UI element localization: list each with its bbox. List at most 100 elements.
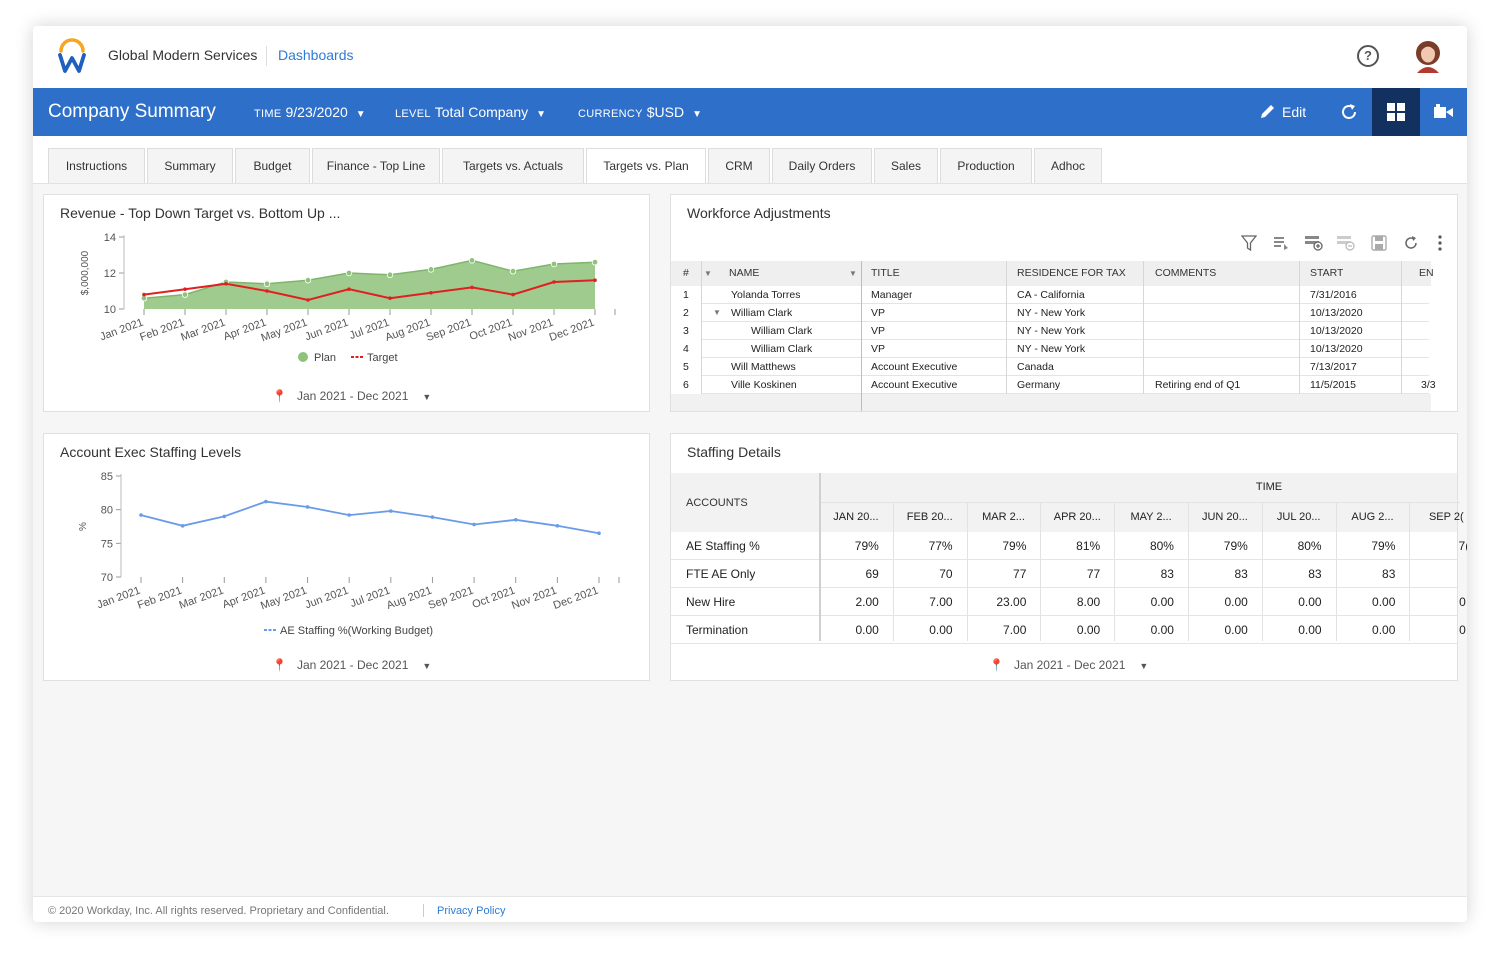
- column-header-month[interactable]: SEP 2(: [1428, 511, 1464, 523]
- staffing-details-title: Staffing Details: [687, 444, 781, 460]
- column-header-name[interactable]: NAME: [729, 267, 760, 279]
- column-header-month[interactable]: AUG 2...: [1351, 511, 1394, 523]
- x-tick-label: Apr 2021: [221, 585, 267, 612]
- currency-filter[interactable]: CURRENCY $USD ▼: [578, 104, 702, 120]
- column-header-month[interactable]: MAR 2...: [982, 511, 1025, 523]
- x-tick-label: Jun 2021: [303, 317, 350, 344]
- series-target-point: [224, 282, 228, 286]
- staffing-details-range-selector[interactable]: 📍 Jan 2021 - Dec 2021 ▼: [989, 658, 1148, 672]
- x-tick-label: Oct 2021: [468, 317, 514, 344]
- cell-title: VP: [871, 307, 886, 319]
- column-divider: [1261, 503, 1263, 641]
- series-ae-staffing-working-budget-point: [513, 517, 518, 522]
- column-divider: [1006, 261, 1007, 394]
- tab-targets-vs-actuals[interactable]: Targets vs. Actuals: [442, 148, 584, 183]
- grid-scroll-track[interactable]: [671, 394, 1431, 411]
- tab-finance-top-line[interactable]: Finance - Top Line: [312, 148, 440, 183]
- cell-value: 0.00: [1224, 595, 1248, 609]
- series-plan-point: [345, 269, 353, 277]
- app-window: Global Modern Services Dashboards ? Comp…: [33, 26, 1467, 922]
- staffing-levels-range-selector[interactable]: 📍 Jan 2021 - Dec 2021 ▼: [272, 658, 431, 672]
- x-tick-label: Jul 2021: [349, 585, 392, 611]
- tab-targets-vs-plan[interactable]: Targets vs. Plan: [586, 148, 706, 184]
- cell-value: 79%: [854, 539, 879, 553]
- column-header-month[interactable]: JUN 20...: [1201, 511, 1248, 523]
- table-row: Termination 0.00 0.00 7.00 0.00 0.00 0.00 0.00 0…: [671, 616, 1467, 644]
- series-target-point: [470, 285, 474, 290]
- column-header-month[interactable]: APR 20...: [1053, 511, 1101, 523]
- series-ae-staffing-working-budget-point: [180, 524, 185, 528]
- dashboard-header: Company Summary TIME 9/23/2020 ▼ LEVEL Tota…: [33, 88, 1467, 136]
- column-header-month[interactable]: JAN 20...: [833, 511, 879, 523]
- edit-label: Edit: [1282, 104, 1307, 120]
- column-header-month[interactable]: JUL 20...: [1276, 511, 1321, 523]
- tab-budget[interactable]: Budget: [235, 148, 310, 183]
- series-target-point: [388, 296, 392, 300]
- series-ae-staffing-working-budget-point: [305, 505, 310, 509]
- refresh-icon[interactable]: [1403, 235, 1419, 251]
- series-ae-staffing-working-budget-point: [555, 524, 560, 528]
- column-header-en[interactable]: EN: [1419, 267, 1434, 279]
- caret-down-icon: ▼: [1139, 661, 1149, 671]
- grid-view-button[interactable]: [1372, 88, 1420, 136]
- chevron-down-icon[interactable]: ▼: [713, 308, 721, 317]
- column-divider: [1114, 503, 1116, 641]
- time-filter[interactable]: TIME 9/23/2020 ▼: [254, 104, 366, 120]
- column-divider: [1299, 261, 1300, 394]
- tab-instructions[interactable]: Instructions: [48, 148, 145, 183]
- tab-production[interactable]: Production: [940, 148, 1032, 183]
- privacy-policy-link[interactable]: Privacy Policy: [437, 905, 506, 917]
- series-ae-staffing-working-budget-point: [472, 522, 476, 527]
- x-tick-label: Aug 2021: [384, 317, 432, 344]
- more-options-icon[interactable]: [1437, 235, 1443, 251]
- table-row[interactable]: 1 Yolanda Torres Manager CA - California 7/3…: [671, 286, 1431, 304]
- table-row[interactable]: 6 Ville Koskinen Account Executive Germany R…: [671, 376, 1436, 394]
- column-sort-caret-icon[interactable]: ▼: [704, 269, 712, 278]
- workday-logo[interactable]: [57, 38, 87, 74]
- legend-label-target: Target: [367, 352, 398, 364]
- column-header-month[interactable]: FEB 20...: [906, 511, 953, 523]
- column-header-[interactable]: #: [683, 267, 689, 279]
- sort-icon[interactable]: [1273, 235, 1289, 251]
- series-plan-point: [181, 291, 189, 298]
- table-row: New Hire 2.00 7.00 23.00 8.00 0.00 0.00 0.00 0.0…: [671, 588, 1467, 616]
- row-divider: [701, 375, 1429, 376]
- table-row[interactable]: 5 Will Matthews Account Executive Canada 7/1…: [671, 358, 1431, 376]
- header-divider: [266, 46, 267, 66]
- series-ae-staffing-working-budget-point: [139, 513, 143, 517]
- footer-divider: [423, 904, 424, 917]
- help-icon[interactable]: ?: [1357, 45, 1379, 67]
- column-header-title[interactable]: TITLE: [871, 267, 900, 279]
- column-header-comments[interactable]: COMMENTS: [1155, 267, 1217, 279]
- cell-value: 83: [1160, 567, 1174, 581]
- x-tick-label: Feb 2021: [136, 585, 184, 612]
- x-tick-label: Jun 2021: [304, 585, 351, 612]
- level-filter[interactable]: LEVEL Total Company ▼: [395, 104, 546, 120]
- avatar[interactable]: [1412, 39, 1444, 73]
- table-row[interactable]: 2 ▼ William Clark VP NY - New York 10/13/2020: [671, 304, 1431, 322]
- column-sort-caret-icon[interactable]: ▼: [849, 269, 857, 278]
- table-row[interactable]: 3 William Clark VP NY - New York 10/13/2020: [671, 322, 1431, 340]
- tab-summary[interactable]: Summary: [147, 148, 233, 183]
- add-row-icon[interactable]: [1305, 235, 1323, 251]
- revenue-range-selector[interactable]: 📍 Jan 2021 - Dec 2021 ▼: [272, 389, 431, 403]
- column-header-start[interactable]: START: [1310, 267, 1344, 279]
- edit-button[interactable]: Edit: [1259, 103, 1306, 120]
- cell-value: 83: [1382, 567, 1396, 581]
- tab-sales[interactable]: Sales: [874, 148, 938, 183]
- refresh-icon[interactable]: [1339, 102, 1359, 122]
- series-target-point: [552, 280, 556, 284]
- filter-icon[interactable]: [1241, 235, 1257, 251]
- row-divider: [701, 393, 1429, 394]
- column-header-month[interactable]: MAY 2...: [1130, 511, 1172, 523]
- tab-crm[interactable]: CRM: [708, 148, 770, 183]
- table-row[interactable]: 4 William Clark VP NY - New York 10/13/2020: [671, 340, 1431, 358]
- tab-daily-orders[interactable]: Daily Orders: [772, 148, 872, 183]
- remove-row-icon[interactable]: [1337, 235, 1355, 251]
- tab-adhoc[interactable]: Adhoc: [1034, 148, 1102, 183]
- breadcrumb-dashboards[interactable]: Dashboards: [278, 47, 354, 63]
- save-icon[interactable]: [1371, 235, 1387, 251]
- video-camera-icon[interactable]: [1434, 104, 1453, 120]
- column-header-residence-for-tax[interactable]: RESIDENCE FOR TAX: [1017, 267, 1126, 279]
